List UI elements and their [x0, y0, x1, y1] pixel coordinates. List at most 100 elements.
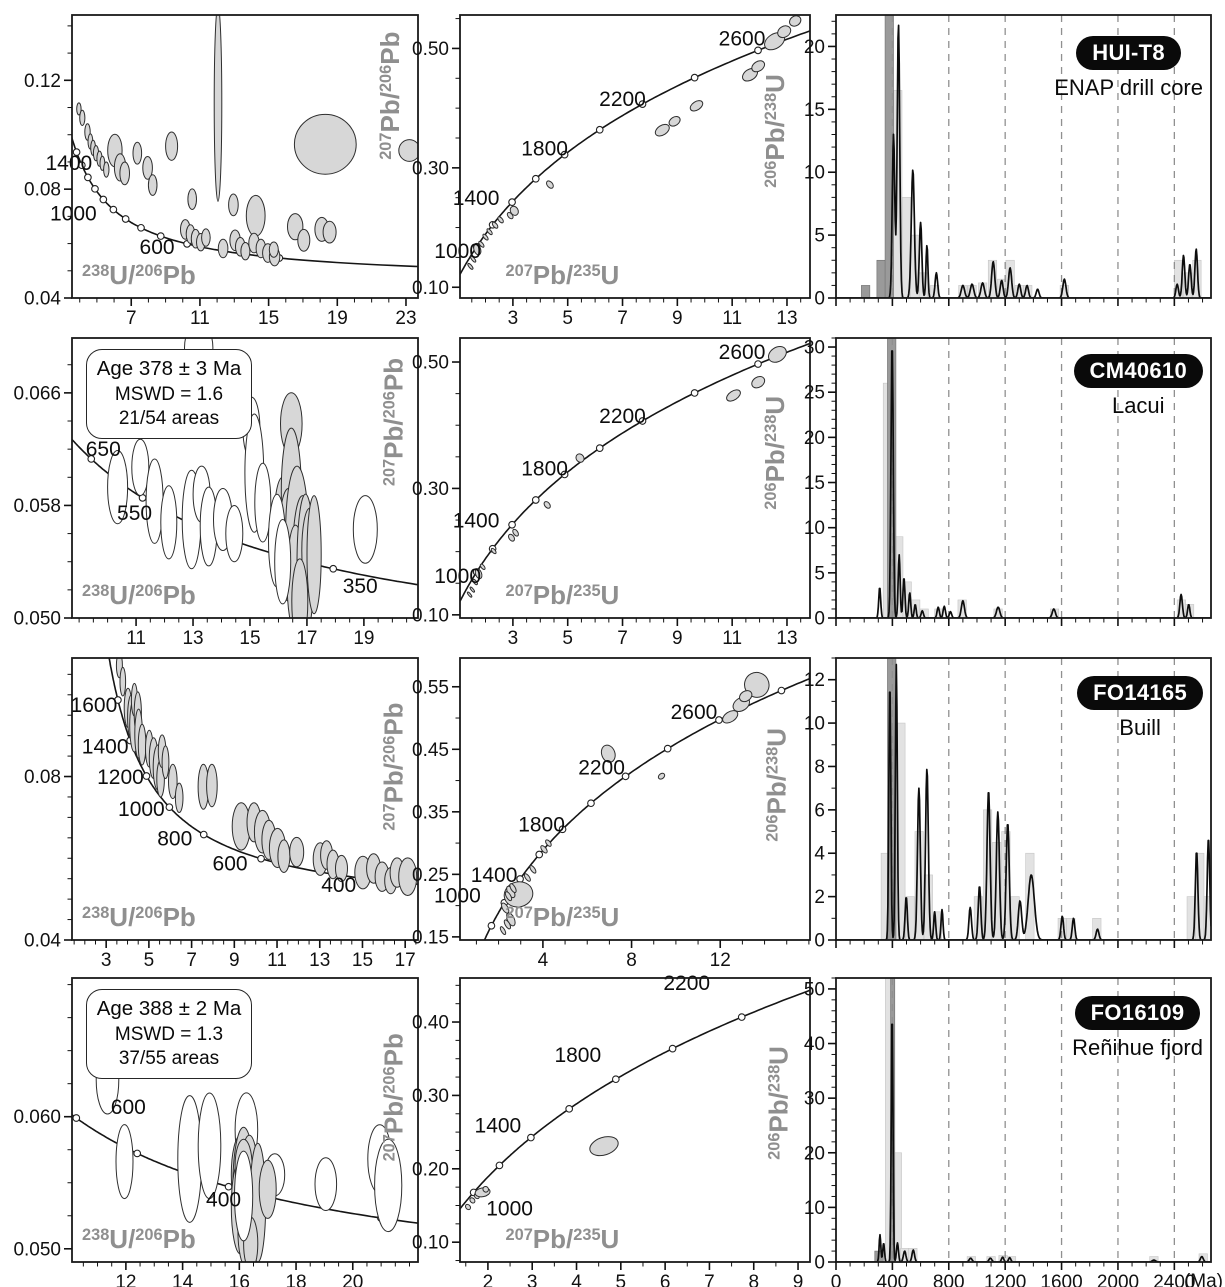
- axis-ticks: [452, 685, 810, 948]
- svg-text:11: 11: [722, 628, 742, 649]
- svg-text:7: 7: [617, 628, 628, 649]
- svg-text:2000: 2000: [1097, 1272, 1139, 1287]
- svg-text:1000: 1000: [50, 203, 97, 226]
- panel-tw3: 1600 1400 1200 1000 800 600 400 3 5 7 9 11 13 15 17 0.0…: [24, 657, 419, 971]
- svg-text:0.35: 0.35: [412, 802, 449, 823]
- axis-frame: [459, 337, 811, 619]
- y-isotope-label: 207Pb/206Pb: [378, 1033, 408, 1161]
- axis-ticks: [452, 18, 802, 306]
- tick-labels: 12 14 16 18 20 0.050 0.060: [13, 1107, 363, 1287]
- svg-text:9: 9: [229, 950, 240, 971]
- svg-text:1600: 1600: [1040, 1272, 1082, 1287]
- sample-subtitle: Buill: [1119, 715, 1161, 740]
- svg-text:7: 7: [704, 1272, 715, 1287]
- svg-text:16: 16: [229, 1272, 250, 1287]
- svg-text:14: 14: [172, 1272, 194, 1287]
- svg-text:0.12: 0.12: [24, 71, 61, 92]
- svg-text:1800: 1800: [518, 813, 565, 836]
- svg-text:2: 2: [483, 1272, 494, 1287]
- svg-text:0.45: 0.45: [412, 740, 449, 761]
- svg-text:11: 11: [126, 628, 146, 649]
- y-isotope-label: 206Pb/238U: [762, 728, 792, 842]
- axis-ticks: [828, 337, 1204, 626]
- tick-labels: 7 11 15 19 23 0.04 0.08 0.12: [24, 71, 417, 329]
- svg-text:600: 600: [213, 853, 248, 876]
- mswd-line: MSWD = 1.3: [114, 1023, 224, 1045]
- svg-text:19: 19: [353, 628, 374, 649]
- svg-text:3: 3: [508, 308, 519, 329]
- svg-text:30: 30: [804, 1089, 825, 1110]
- svg-text:12: 12: [804, 670, 825, 691]
- axis-frame: [71, 14, 419, 299]
- svg-text:2200: 2200: [663, 972, 710, 995]
- svg-text:0.30: 0.30: [412, 479, 449, 500]
- svg-text:30: 30: [804, 338, 825, 359]
- svg-text:5: 5: [616, 1272, 627, 1287]
- axis-ticks: [64, 673, 417, 948]
- svg-text:10: 10: [804, 714, 825, 735]
- svg-text:13: 13: [182, 628, 203, 649]
- svg-text:50: 50: [804, 979, 825, 1000]
- svg-text:20: 20: [342, 1272, 363, 1287]
- svg-text:600: 600: [140, 236, 175, 259]
- tick-labels: 0 5 10 15 20: [804, 37, 825, 310]
- svg-text:400: 400: [321, 874, 356, 897]
- x-isotope-label: 207Pb/235U: [506, 902, 620, 932]
- svg-text:4: 4: [814, 844, 825, 865]
- svg-text:1200: 1200: [984, 1272, 1026, 1287]
- svg-text:1400: 1400: [45, 152, 92, 175]
- sample-label-block-cm40610: CM40610 Lacui: [1073, 354, 1203, 419]
- relative-probability-curve: [836, 350, 1211, 618]
- error-ellipses: [107, 338, 378, 618]
- svg-text:1600: 1600: [71, 694, 118, 717]
- svg-text:8: 8: [814, 757, 825, 778]
- svg-text:550: 550: [117, 502, 152, 525]
- svg-text:15: 15: [258, 308, 279, 329]
- svg-text:1000: 1000: [486, 1197, 533, 1220]
- sample-label-block-fo14165: FO14165 Buill: [1077, 676, 1203, 741]
- age-labels: 1400 1000 600: [45, 152, 174, 259]
- svg-text:350: 350: [343, 575, 378, 598]
- svg-text:2400: 2400: [1153, 1272, 1195, 1287]
- svg-text:2600: 2600: [719, 27, 766, 50]
- x-isotope-label: 238U/206Pb: [82, 902, 196, 932]
- areas-line: 37/55 areas: [118, 1048, 220, 1070]
- svg-text:15: 15: [804, 473, 825, 494]
- sample-pill: CM40610: [1073, 354, 1203, 388]
- x-isotope-label: 207Pb/235U: [506, 260, 620, 290]
- age-labels: 650 550 350: [86, 438, 378, 598]
- panel-wc4: 1000 1400 1800 2200 2 3 4 5 6 7 8 9 0.10 0.20 0.30 0.40…: [412, 972, 811, 1287]
- y-isotope-label: 207Pb/206Pb: [375, 32, 405, 160]
- svg-text:1000: 1000: [434, 565, 481, 588]
- axis-ticks: [828, 20, 1204, 306]
- age-labels: 600 400: [111, 1096, 241, 1212]
- axis-ticks: [64, 25, 407, 306]
- error-ellipses: [76, 15, 418, 267]
- axis-ticks: [828, 977, 1204, 1270]
- svg-text:5: 5: [814, 226, 825, 247]
- x-isotope-label: 207Pb/235U: [506, 1224, 620, 1254]
- svg-text:12: 12: [115, 1272, 136, 1287]
- svg-text:5: 5: [562, 628, 573, 649]
- svg-text:0.50: 0.50: [412, 39, 449, 60]
- svg-text:0.058: 0.058: [13, 496, 61, 517]
- svg-text:0.050: 0.050: [13, 609, 61, 630]
- svg-text:1000: 1000: [434, 240, 481, 263]
- error-ellipses: [467, 15, 802, 270]
- svg-text:2600: 2600: [719, 341, 766, 364]
- y-isotope-label: 206Pb/238U: [760, 396, 790, 510]
- svg-text:1800: 1800: [554, 1044, 601, 1067]
- svg-text:2600: 2600: [671, 701, 718, 724]
- svg-text:40: 40: [804, 1034, 825, 1055]
- concordia-curve: [108, 658, 418, 886]
- svg-text:2200: 2200: [599, 88, 646, 111]
- grid-lines: [891, 15, 1175, 298]
- svg-text:18: 18: [285, 1272, 306, 1287]
- svg-text:3: 3: [101, 950, 112, 971]
- panel-tw1: 1400 1000 600 7 11 15 19 23 0.04 0.08 0.12 238U/206…: [24, 14, 419, 329]
- svg-text:0.25: 0.25: [412, 865, 449, 886]
